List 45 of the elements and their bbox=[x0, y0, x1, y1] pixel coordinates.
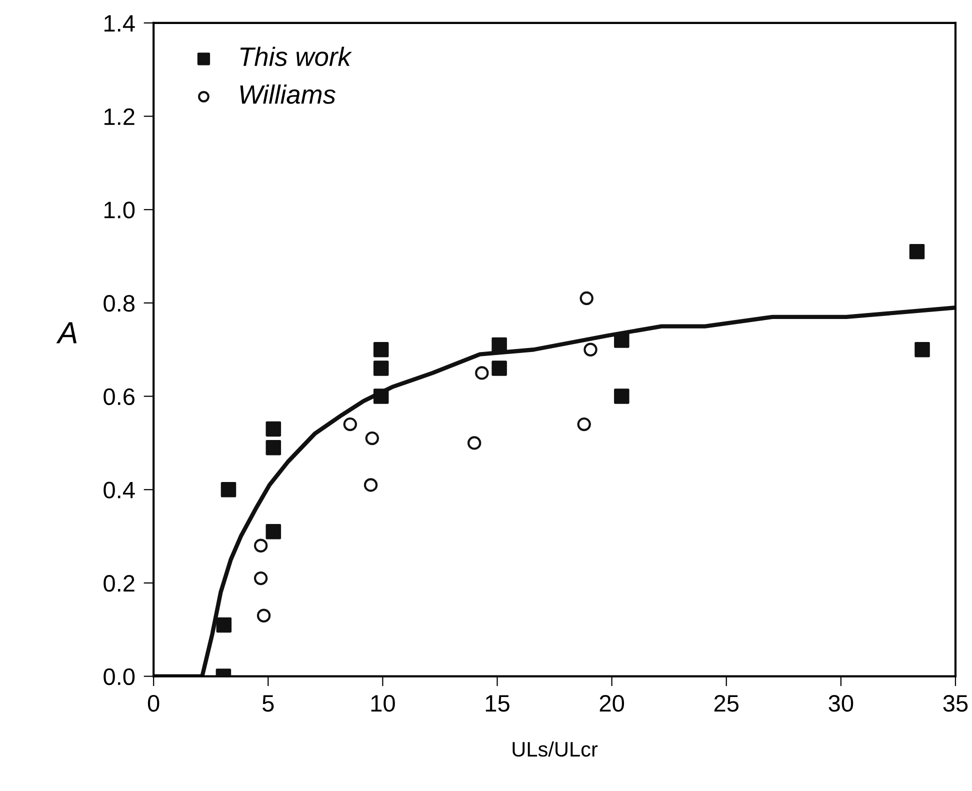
point bbox=[373, 360, 389, 376]
x-tick-label: 20 bbox=[600, 694, 624, 712]
point bbox=[254, 538, 268, 552]
y-tick-label: 1.2 bbox=[104, 108, 134, 125]
y-tick-label: 0.8 bbox=[104, 295, 134, 312]
y-tick-label: 0.4 bbox=[104, 482, 135, 498]
point bbox=[475, 366, 489, 380]
point bbox=[373, 342, 389, 358]
x-axis-title: ULs/ULcr bbox=[512, 741, 598, 757]
x-tick-label: 35 bbox=[943, 694, 968, 712]
point bbox=[614, 332, 630, 348]
point bbox=[580, 291, 594, 306]
point bbox=[584, 342, 598, 356]
point bbox=[467, 436, 482, 450]
y-axis-title: A bbox=[56, 322, 77, 344]
point bbox=[373, 388, 389, 404]
point bbox=[266, 524, 282, 540]
y-tick-label: 0.6 bbox=[104, 388, 134, 406]
legend-label: Williams bbox=[240, 84, 336, 104]
point bbox=[266, 421, 282, 437]
point bbox=[614, 388, 630, 404]
point bbox=[909, 244, 925, 260]
x-tick-label: 10 bbox=[371, 694, 395, 712]
point bbox=[256, 608, 271, 622]
point bbox=[216, 617, 232, 633]
point bbox=[492, 360, 507, 376]
x-tick-label: 25 bbox=[714, 694, 739, 712]
y-tick-label: 1.4 bbox=[104, 15, 135, 32]
legend-label: This work bbox=[240, 46, 352, 66]
x-tick-label: 30 bbox=[828, 694, 854, 712]
x-tick-label: 5 bbox=[262, 695, 274, 712]
y-tick-label: 0.0 bbox=[104, 668, 135, 686]
point bbox=[266, 440, 282, 456]
y-tick-label: 0.2 bbox=[104, 575, 134, 592]
point bbox=[492, 337, 507, 353]
point bbox=[343, 417, 358, 432]
point bbox=[254, 571, 268, 586]
point bbox=[577, 417, 591, 432]
y-tick-label: 1.0 bbox=[104, 202, 135, 218]
x-tick-label: 0 bbox=[148, 694, 160, 712]
point bbox=[365, 431, 380, 446]
point bbox=[914, 342, 930, 358]
x-tick-label: 15 bbox=[486, 695, 510, 712]
point bbox=[220, 482, 236, 498]
point bbox=[364, 478, 378, 492]
